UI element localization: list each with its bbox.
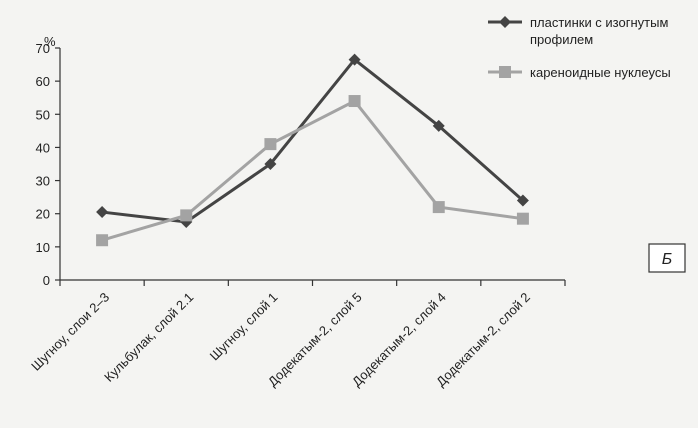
x-tick-label: Додекатым-2, слой 5 xyxy=(265,290,365,390)
y-tick-label: 40 xyxy=(36,140,50,155)
data-point-square xyxy=(180,209,193,222)
data-point-diamond xyxy=(348,53,361,66)
data-point-diamond xyxy=(96,206,109,219)
series-line xyxy=(101,99,524,242)
data-point-square xyxy=(516,212,529,225)
legend-label-line: пластинки с изогнутым xyxy=(530,15,668,30)
x-tick-label: Додекатым-2, слой 4 xyxy=(349,290,449,390)
data-point-square xyxy=(96,234,109,247)
y-tick-label: 20 xyxy=(36,207,50,222)
data-point-diamond xyxy=(432,119,445,132)
x-tick-label: Додекатым-2, слой 2 xyxy=(433,290,533,390)
y-tick-label: 50 xyxy=(36,107,50,122)
legend-label-line: профилем xyxy=(530,32,593,47)
data-point-diamond xyxy=(516,194,529,207)
legend-marker-diamond xyxy=(499,16,511,28)
y-axis-unit-label: % xyxy=(44,34,56,49)
y-tick-label: 70 xyxy=(36,41,50,56)
x-tick-label: Шугноу, слой 1 xyxy=(207,290,281,364)
panel-label: Б xyxy=(662,251,672,268)
data-point-diamond xyxy=(264,158,277,170)
panel-label-box xyxy=(648,243,686,273)
legend-label: кареноидные нуклеусы xyxy=(530,65,671,80)
x-tick-label: Шугноу, слои 2–3 xyxy=(28,290,112,374)
data-point-square xyxy=(432,201,445,214)
data-point-square xyxy=(264,138,277,151)
legend-label-line: кареноидные нуклеусы xyxy=(530,65,671,80)
data-point-square xyxy=(348,95,361,108)
y-tick-label: 30 xyxy=(36,174,50,189)
y-tick-label: 10 xyxy=(36,240,50,255)
y-tick-label: 0 xyxy=(43,273,50,288)
legend-marker-square xyxy=(499,66,511,78)
y-tick-label: 60 xyxy=(36,74,50,89)
x-tick-label: Кульбулак, слой 2.1 xyxy=(101,290,196,385)
legend-label: пластинки с изогнутым профилем xyxy=(530,15,668,47)
series-line xyxy=(101,57,524,224)
